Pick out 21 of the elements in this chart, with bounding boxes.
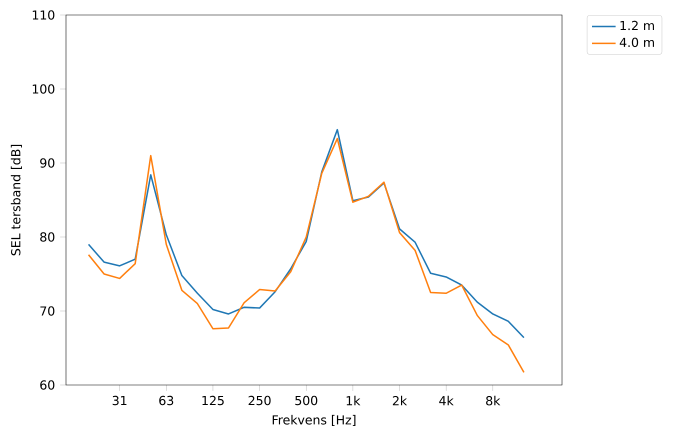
- y-tick-label: 80: [40, 232, 54, 242]
- y-tick-label: 90: [40, 158, 54, 168]
- x-tick-label: 1k: [346, 396, 360, 406]
- x-tick-label: 125: [202, 396, 224, 406]
- x-tick-label: 8k: [486, 396, 500, 406]
- y-tick-label: 110: [32, 10, 54, 20]
- y-axis-title: SEL tersband [dB]: [10, 144, 22, 256]
- x-tick-label: 31: [112, 396, 126, 406]
- y-tick-label: 70: [40, 306, 54, 316]
- x-tick-label: 500: [295, 396, 318, 406]
- legend-label: 4.0 m: [620, 38, 654, 48]
- line-series: [88, 138, 525, 374]
- x-tick-label: 63: [159, 396, 174, 406]
- y-tick-label: 60: [40, 380, 54, 390]
- x-tick-label: 2k: [392, 396, 408, 406]
- x-axis-title: Frekvens [Hz]: [272, 414, 356, 426]
- legend-label: 1.2 m: [620, 20, 654, 30]
- x-tick-label: 250: [248, 396, 271, 406]
- x-tick-label: 4k: [439, 396, 454, 406]
- line-series: [88, 128, 525, 338]
- y-tick-label: 100: [32, 84, 54, 94]
